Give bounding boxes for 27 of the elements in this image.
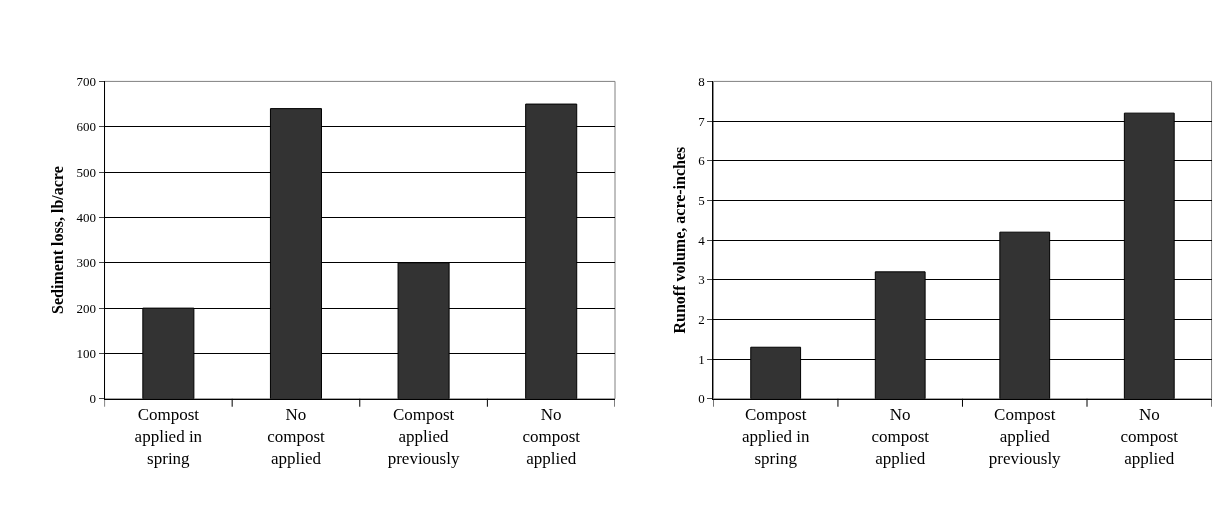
x-tick-label: Compost applied in spring: [134, 405, 203, 469]
y-tick-label: 4: [698, 232, 706, 248]
y-tick-label: 400: [76, 209, 96, 225]
y-axis-title: Runoff volume, acre-inches: [671, 146, 689, 334]
y-tick-label: 1: [698, 351, 705, 367]
y-tick-label: 8: [698, 73, 705, 89]
x-tick-label: No compost applied: [871, 405, 930, 469]
y-tick-label: 7: [698, 113, 706, 129]
x-tick-label: No compost applied: [1120, 405, 1179, 469]
y-tick-label: 500: [76, 164, 96, 180]
y-tick-label: 600: [76, 119, 96, 135]
y-tick-label: 100: [76, 346, 96, 362]
y-axis-title: Sediment loss, lb/acre: [49, 166, 67, 314]
y-tick-label: 0: [698, 391, 705, 407]
x-tick-label: Compost applied previously: [387, 405, 460, 469]
y-tick-label: 700: [76, 73, 96, 89]
y-tick-label: 300: [76, 255, 96, 271]
y-tick-label: 5: [698, 192, 705, 208]
x-tick-label: No compost applied: [267, 405, 326, 469]
x-tick-label: No compost applied: [522, 405, 581, 469]
x-tick-label: Compost applied previously: [988, 405, 1062, 469]
y-tick-label: 3: [698, 272, 705, 288]
y-tick-label: 6: [698, 153, 706, 169]
y-tick-label: 200: [76, 300, 96, 316]
y-tick-label: 2: [698, 312, 705, 327]
x-tick-label: Compost applied in spring: [741, 405, 810, 469]
y-tick-label: 0: [89, 391, 96, 407]
